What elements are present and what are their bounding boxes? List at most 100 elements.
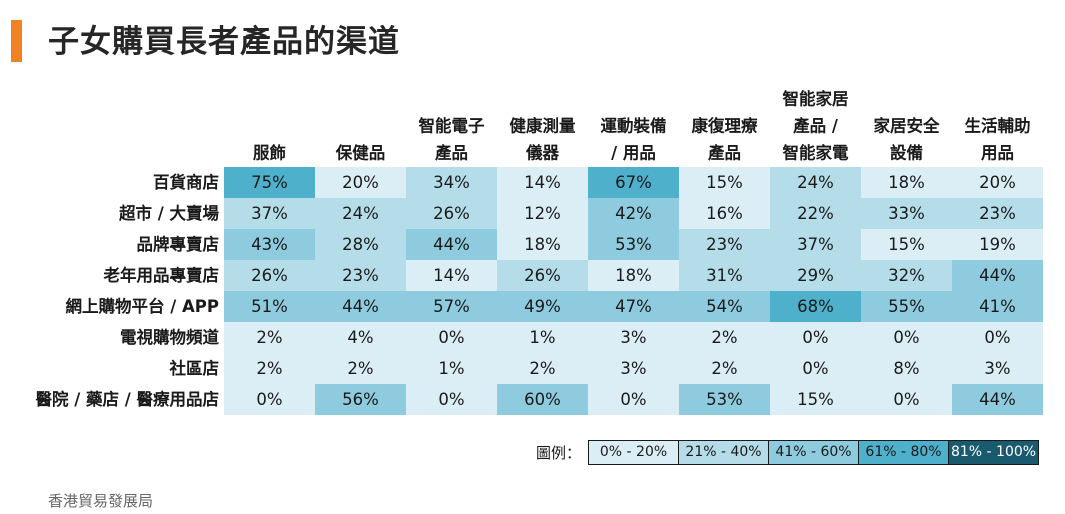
column-header: 儀器 bbox=[525, 143, 560, 163]
heatmap-cell bbox=[315, 167, 406, 198]
column-header: 產品 bbox=[708, 143, 741, 163]
heatmap-cell bbox=[770, 229, 861, 260]
page-title: 子女購買長者產品的渠道 bbox=[48, 24, 400, 60]
heatmap-cell bbox=[952, 229, 1043, 260]
heatmap-cell bbox=[588, 198, 679, 229]
heatmap-cell bbox=[952, 353, 1043, 384]
heatmap-cell bbox=[588, 260, 679, 291]
heatmap-cell bbox=[588, 291, 679, 322]
heatmap-cell bbox=[679, 229, 770, 260]
heatmap-cell bbox=[588, 167, 679, 198]
cell-value: 18% bbox=[615, 266, 652, 285]
cell-value: 0% bbox=[256, 390, 282, 409]
cell-value: 44% bbox=[979, 390, 1016, 409]
cell-value: 2% bbox=[256, 328, 282, 347]
cell-value: 24% bbox=[342, 204, 379, 223]
cell-value: 0% bbox=[893, 328, 919, 347]
cell-value: 20% bbox=[979, 173, 1016, 192]
heatmap-cell bbox=[497, 198, 588, 229]
cell-value: 1% bbox=[529, 328, 555, 347]
heatmap-cell bbox=[952, 167, 1043, 198]
cell-value: 67% bbox=[615, 173, 652, 192]
heatmap-cell bbox=[315, 198, 406, 229]
cell-value: 34% bbox=[433, 173, 470, 192]
heatmap-cell bbox=[679, 353, 770, 384]
legend-item-81-100: 81% - 100% bbox=[948, 440, 1040, 465]
cell-value: 23% bbox=[979, 204, 1016, 223]
cell-value: 24% bbox=[797, 173, 834, 192]
cell-value: 60% bbox=[524, 390, 561, 409]
cell-value: 20% bbox=[342, 173, 379, 192]
legend-label: 圖例： bbox=[536, 444, 582, 462]
heatmap-cell bbox=[861, 291, 952, 322]
cell-value: 43% bbox=[251, 235, 288, 254]
heatmap-cell bbox=[861, 198, 952, 229]
heatmap-cell bbox=[224, 167, 315, 198]
legend-item-41-60: 41% - 60% bbox=[768, 440, 860, 465]
cell-value: 3% bbox=[984, 359, 1010, 378]
heatmap-cell bbox=[861, 384, 952, 415]
heatmap-cell bbox=[224, 260, 315, 291]
cell-value: 29% bbox=[797, 266, 834, 285]
cell-value: 2% bbox=[711, 359, 737, 378]
cell-value: 0% bbox=[984, 328, 1010, 347]
cell-value: 53% bbox=[706, 390, 743, 409]
cell-value: 33% bbox=[888, 204, 925, 223]
source-credit: 香港貿易發展局 bbox=[48, 492, 154, 510]
cell-value: 2% bbox=[256, 359, 282, 378]
heatmap-cell bbox=[770, 291, 861, 322]
heatmap-cell bbox=[224, 322, 315, 353]
cell-value: 8% bbox=[893, 359, 919, 378]
cell-value: 54% bbox=[706, 297, 743, 316]
heatmap-cell bbox=[861, 167, 952, 198]
cell-value: 23% bbox=[342, 266, 379, 285]
cell-value: 47% bbox=[615, 297, 652, 316]
cell-value: 41% bbox=[979, 297, 1016, 316]
cell-value: 2% bbox=[529, 359, 555, 378]
legend-item-61-80: 61% - 80% bbox=[858, 440, 950, 465]
heatmap-cell bbox=[952, 198, 1043, 229]
heatmap-cell bbox=[861, 322, 952, 353]
cell-value: 14% bbox=[433, 266, 470, 285]
heatmap-cell bbox=[679, 322, 770, 353]
column-header: 保健品 bbox=[335, 143, 386, 163]
heatmap-cell bbox=[406, 198, 497, 229]
column-header: 運動裝備 bbox=[601, 116, 667, 136]
column-header: / 用品 bbox=[611, 144, 656, 163]
cell-value: 2% bbox=[711, 328, 737, 347]
heatmap-cell bbox=[497, 229, 588, 260]
heatmap-cell bbox=[679, 167, 770, 198]
heatmap-cell bbox=[497, 260, 588, 291]
cell-value: 1% bbox=[438, 359, 464, 378]
heatmap-cell bbox=[315, 229, 406, 260]
legend: 圖例： 0% - 20% 21% - 40% 41% - 60% 61% - 8… bbox=[536, 440, 1040, 465]
heatmap-cell bbox=[588, 322, 679, 353]
heatmap-cell bbox=[224, 384, 315, 415]
heatmap-cell bbox=[406, 291, 497, 322]
cell-value: 26% bbox=[433, 204, 470, 223]
cell-value: 44% bbox=[433, 235, 470, 254]
cell-value: 68% bbox=[797, 297, 834, 316]
heatmap-cell bbox=[406, 353, 497, 384]
heatmap-cell bbox=[952, 260, 1043, 291]
heatmap-cell bbox=[497, 167, 588, 198]
cell-value: 3% bbox=[620, 328, 646, 347]
cell-value: 19% bbox=[979, 235, 1016, 254]
cell-value: 28% bbox=[342, 235, 379, 254]
heatmap-cell bbox=[770, 322, 861, 353]
heatmap-cell bbox=[224, 229, 315, 260]
cell-value: 26% bbox=[524, 266, 561, 285]
cell-value: 0% bbox=[620, 390, 646, 409]
cell-value: 18% bbox=[524, 235, 561, 254]
cell-value: 49% bbox=[524, 297, 561, 316]
row-header: 老年用品專賣店 bbox=[103, 265, 220, 285]
heatmap-cell bbox=[679, 384, 770, 415]
row-header: 百貨商店 bbox=[153, 172, 219, 192]
heatmap-cell bbox=[770, 198, 861, 229]
row-header: 電視購物頻道 bbox=[120, 327, 220, 347]
heatmap-cell bbox=[406, 322, 497, 353]
cell-value: 4% bbox=[347, 328, 373, 347]
cell-value: 0% bbox=[438, 390, 464, 409]
heatmap-cell bbox=[315, 260, 406, 291]
